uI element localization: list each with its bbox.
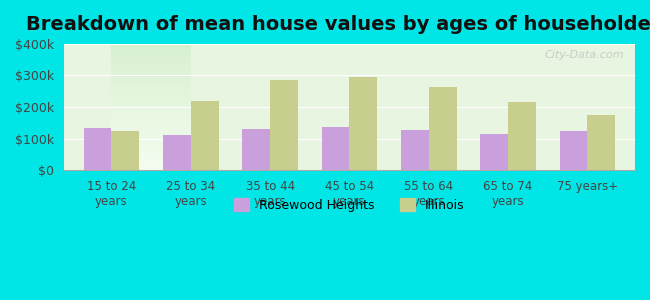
Bar (111, 131, 139, 170)
Legend: Rosewood Heights, Illinois: Rosewood Heights, Illinois (229, 194, 469, 217)
Bar (163, 136, 190, 170)
Text: City-Data.com: City-Data.com (544, 50, 623, 60)
Bar (401, 130, 429, 170)
Title: Breakdown of mean house values by ages of householders: Breakdown of mean house values by ages o… (27, 15, 650, 34)
Bar (560, 131, 588, 170)
Bar (270, 80, 298, 170)
Bar (322, 127, 350, 170)
Bar (508, 102, 536, 170)
Bar (588, 115, 615, 170)
Bar (350, 77, 377, 170)
Bar (480, 134, 508, 170)
Bar (429, 86, 456, 170)
Bar (84, 128, 111, 170)
Bar (190, 101, 218, 170)
Bar (242, 129, 270, 170)
